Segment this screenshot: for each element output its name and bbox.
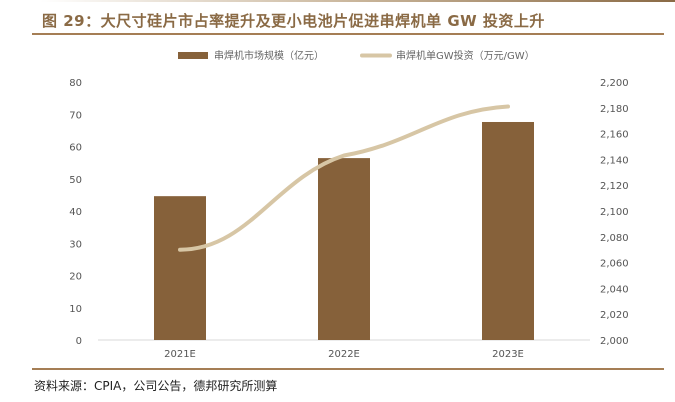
left-tick-label: 60 xyxy=(69,143,82,154)
right-tick-label: 2,060 xyxy=(600,259,629,270)
line-series xyxy=(178,104,510,252)
legend-bar-swatch xyxy=(178,52,208,59)
left-tick-label: 70 xyxy=(69,110,82,121)
left-tick-label: 30 xyxy=(69,239,82,250)
title-rule xyxy=(32,33,664,35)
right-tick-label: 2,140 xyxy=(600,155,629,166)
right-tick-label: 2,200 xyxy=(600,78,629,89)
right-tick-label: 2,080 xyxy=(600,233,629,244)
figure-title: 图 29：大尺寸硅片市占率提升及更小电池片促进串焊机单 GW 投资上升 xyxy=(42,12,545,30)
left-tick-label: 0 xyxy=(76,336,82,347)
bar-2023E xyxy=(482,121,534,341)
right-tick-label: 2,000 xyxy=(600,336,629,347)
legend-bar-label: 串焊机市场规模（亿元） xyxy=(214,49,324,62)
left-tick-label: 20 xyxy=(69,272,82,283)
right-tick-label: 2,100 xyxy=(600,207,629,218)
source-rule xyxy=(32,368,664,370)
right-tick-label: 2,180 xyxy=(600,104,629,115)
right-tick-label: 2,020 xyxy=(600,310,629,321)
right-tick-label: 2,040 xyxy=(600,284,629,295)
left-tick-label: 40 xyxy=(69,207,82,218)
bar-2021E xyxy=(154,196,206,340)
right-tick-label: 2,120 xyxy=(600,181,629,192)
category-label: 2023E xyxy=(492,349,524,360)
bar-2022E xyxy=(318,158,370,340)
left-tick-label: 80 xyxy=(69,78,82,89)
left-tick-label: 50 xyxy=(69,175,82,186)
legend-line-label: 串焊机单GW投资（万元/GW） xyxy=(396,49,535,62)
right-tick-label: 2,160 xyxy=(600,130,629,141)
category-label: 2022E xyxy=(328,349,360,360)
category-label: 2021E xyxy=(164,349,196,360)
left-tick-label: 10 xyxy=(69,304,82,315)
source-note: 资料来源：CPIA，公司公告，德邦研究所测算 xyxy=(34,379,278,393)
top-decor-line xyxy=(40,0,675,2)
